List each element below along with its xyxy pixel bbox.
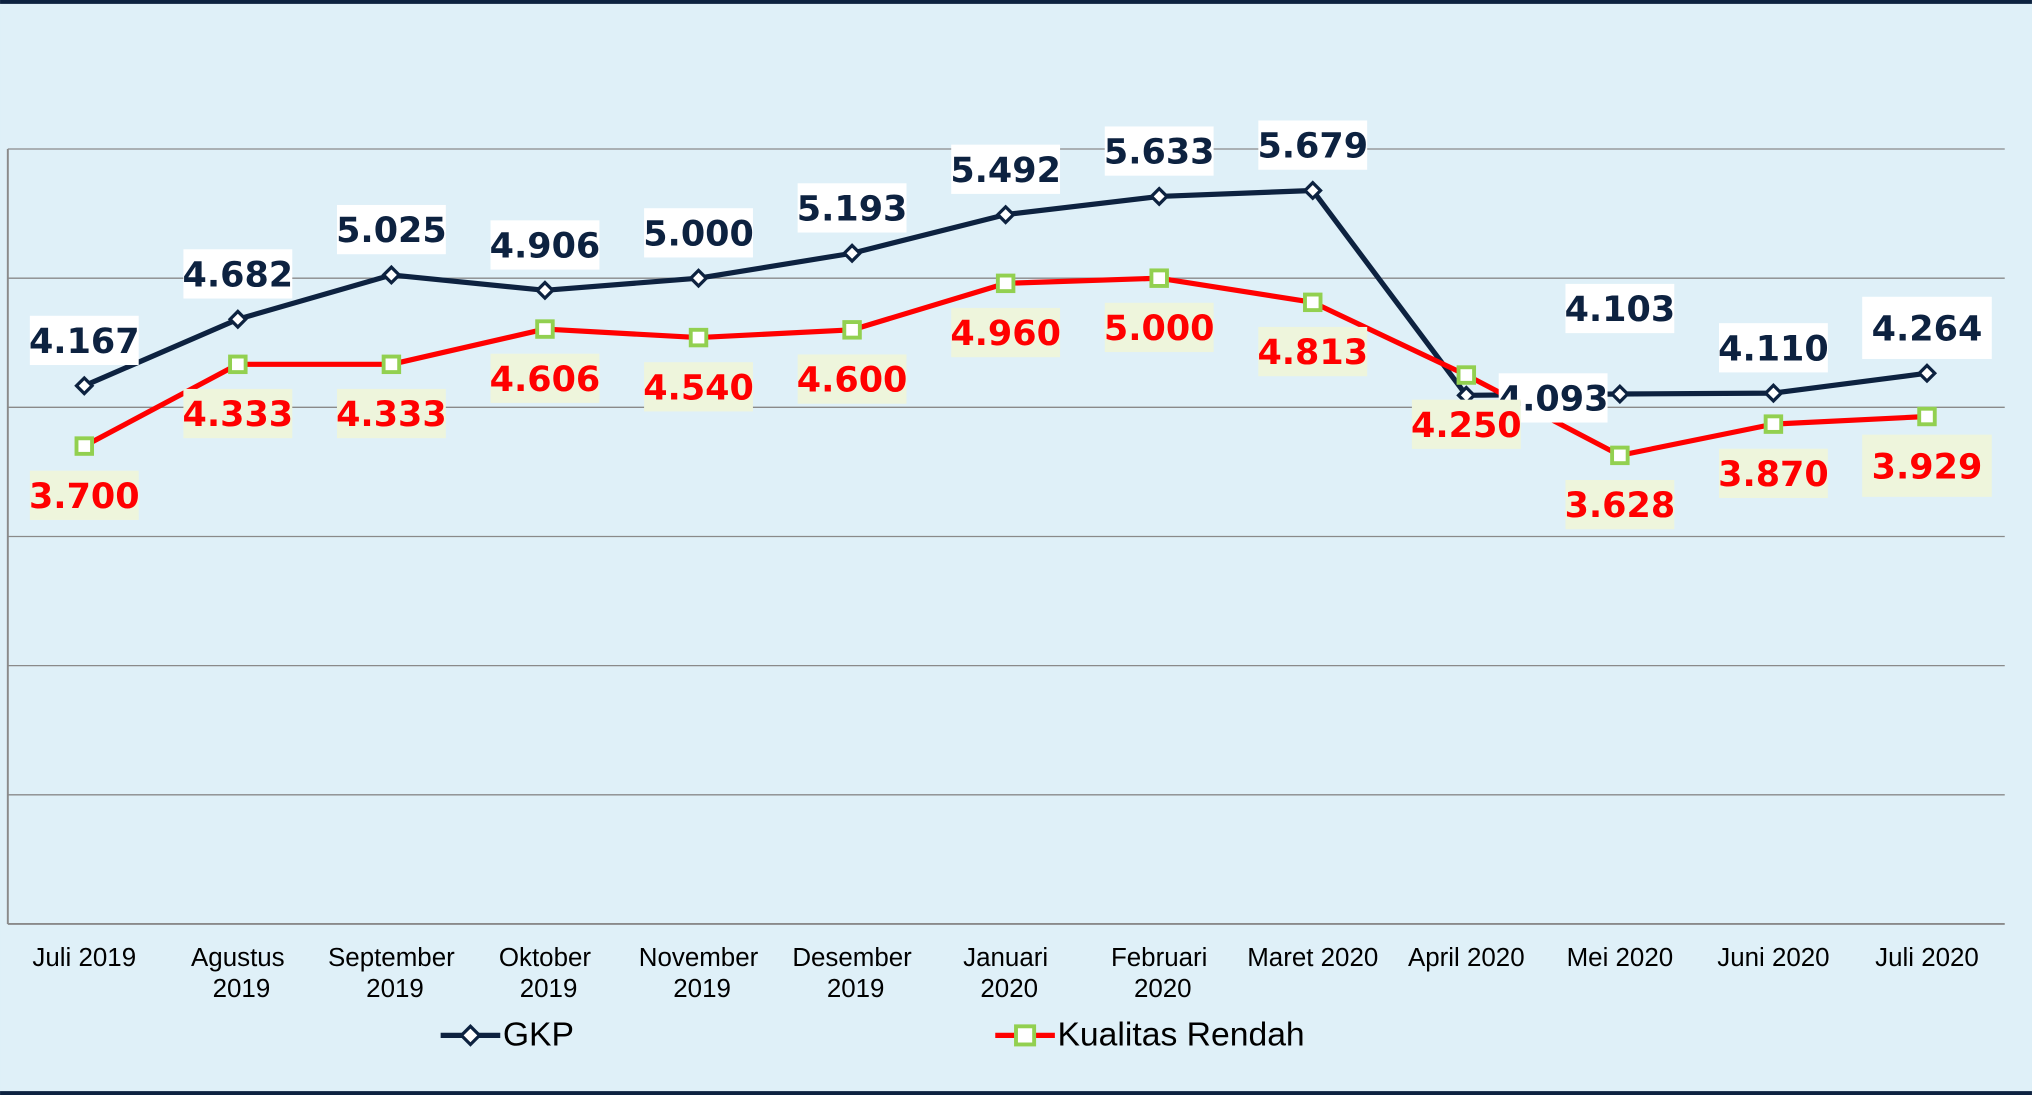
data-label: 5.000 xyxy=(643,214,754,254)
label-box xyxy=(1719,323,1828,373)
x-tick-label: Januari 2020 xyxy=(963,944,1048,1003)
marker xyxy=(74,436,94,456)
data-label: 4.333 xyxy=(336,395,447,435)
label-box xyxy=(336,388,446,439)
x-tick-label: September 2019 xyxy=(328,944,455,1003)
marker xyxy=(1916,363,1938,384)
marker xyxy=(1149,186,1170,207)
data-label: 5.193 xyxy=(797,189,908,229)
data-label: 4.250 xyxy=(1411,406,1522,446)
data-label: 4.682 xyxy=(183,255,294,295)
marker xyxy=(1763,414,1784,434)
marker xyxy=(688,327,709,348)
data-label: 5.000 xyxy=(1104,309,1215,349)
data-label: 3.700 xyxy=(29,477,140,517)
bottom-bar xyxy=(0,1091,2032,1095)
data-label: 4.600 xyxy=(797,361,908,401)
marker xyxy=(995,204,1016,225)
data-label: 4.333 xyxy=(183,395,294,435)
label-box xyxy=(1565,479,1675,530)
data-label: 4.264 xyxy=(1872,309,1983,349)
x-tick-label: November 2019 xyxy=(639,944,759,1003)
label-box xyxy=(1862,296,1992,359)
legend-marker xyxy=(459,1024,482,1047)
label-box xyxy=(797,183,907,233)
data-label: 4.110 xyxy=(1718,329,1829,369)
top-bar xyxy=(0,0,2032,4)
data-label: 5.025 xyxy=(336,211,447,251)
data-label: 4.540 xyxy=(643,368,754,408)
marker xyxy=(381,354,402,375)
legend-label: Kualitas Rendah xyxy=(1057,1017,1304,1054)
marker xyxy=(1763,383,1784,404)
marker xyxy=(688,268,709,289)
label-box xyxy=(951,144,1061,194)
label-box xyxy=(490,220,600,270)
x-tick-label: Februari 2020 xyxy=(1111,944,1207,1003)
marker xyxy=(1456,365,1477,385)
marker xyxy=(381,264,402,286)
data-label: 4.960 xyxy=(950,314,1061,354)
x-tick-label: Desember 2019 xyxy=(792,944,912,1003)
label-box xyxy=(951,307,1061,358)
x-tick-label: Oktober 2019 xyxy=(499,944,592,1003)
legend-marker xyxy=(1014,1024,1037,1047)
label-box xyxy=(1258,326,1368,377)
label-box xyxy=(29,470,139,520)
marker xyxy=(534,280,556,301)
x-tick-label: April 2020 xyxy=(1408,944,1525,972)
label-box xyxy=(1862,434,1992,497)
marker xyxy=(535,319,555,339)
label-box xyxy=(1565,283,1675,334)
data-label: 4.813 xyxy=(1257,333,1368,373)
marker xyxy=(1917,406,1937,427)
marker xyxy=(227,309,248,330)
x-tick-label: Agustus 2019 xyxy=(191,944,285,1003)
marker xyxy=(842,320,862,340)
data-label: 4.103 xyxy=(1565,290,1676,330)
label-box xyxy=(1719,448,1828,498)
x-tick-label: Juni 2020 xyxy=(1717,944,1829,972)
label-box xyxy=(183,388,293,439)
data-label: 3.628 xyxy=(1565,486,1676,526)
x-tick-label: Maret 2020 xyxy=(1247,944,1378,972)
label-box xyxy=(1258,120,1368,170)
x-tick-label: Juli 2020 xyxy=(1875,944,1979,972)
label-box xyxy=(29,315,139,366)
marker xyxy=(1149,268,1169,288)
label-box xyxy=(644,208,753,258)
marker xyxy=(1610,445,1630,466)
marker xyxy=(74,375,95,396)
data-label: 5.633 xyxy=(1104,133,1215,173)
label-box xyxy=(1104,126,1214,176)
label-box xyxy=(797,354,907,404)
marker xyxy=(228,354,248,375)
legend-label: GKP xyxy=(503,1017,574,1054)
label-box xyxy=(1104,302,1214,353)
x-tick-label: Juli 2019 xyxy=(32,944,136,972)
data-label: 5.679 xyxy=(1257,127,1368,167)
label-box xyxy=(336,204,446,255)
marker xyxy=(1609,383,1630,405)
data-label: 3.929 xyxy=(1872,447,1983,487)
x-tick-label: Mei 2020 xyxy=(1567,944,1674,972)
data-label: 4.906 xyxy=(490,227,601,267)
data-label: 3.870 xyxy=(1718,455,1829,495)
marker xyxy=(995,273,1016,294)
marker xyxy=(1302,180,1323,201)
data-label: 4.606 xyxy=(490,360,601,400)
label-box xyxy=(183,249,293,299)
label-box xyxy=(644,362,753,412)
data-label: 5.492 xyxy=(950,151,1061,191)
marker xyxy=(1303,292,1323,313)
marker xyxy=(842,243,863,264)
label-box xyxy=(490,353,600,403)
data-label: 4.167 xyxy=(29,322,140,362)
label-box xyxy=(1411,399,1521,449)
